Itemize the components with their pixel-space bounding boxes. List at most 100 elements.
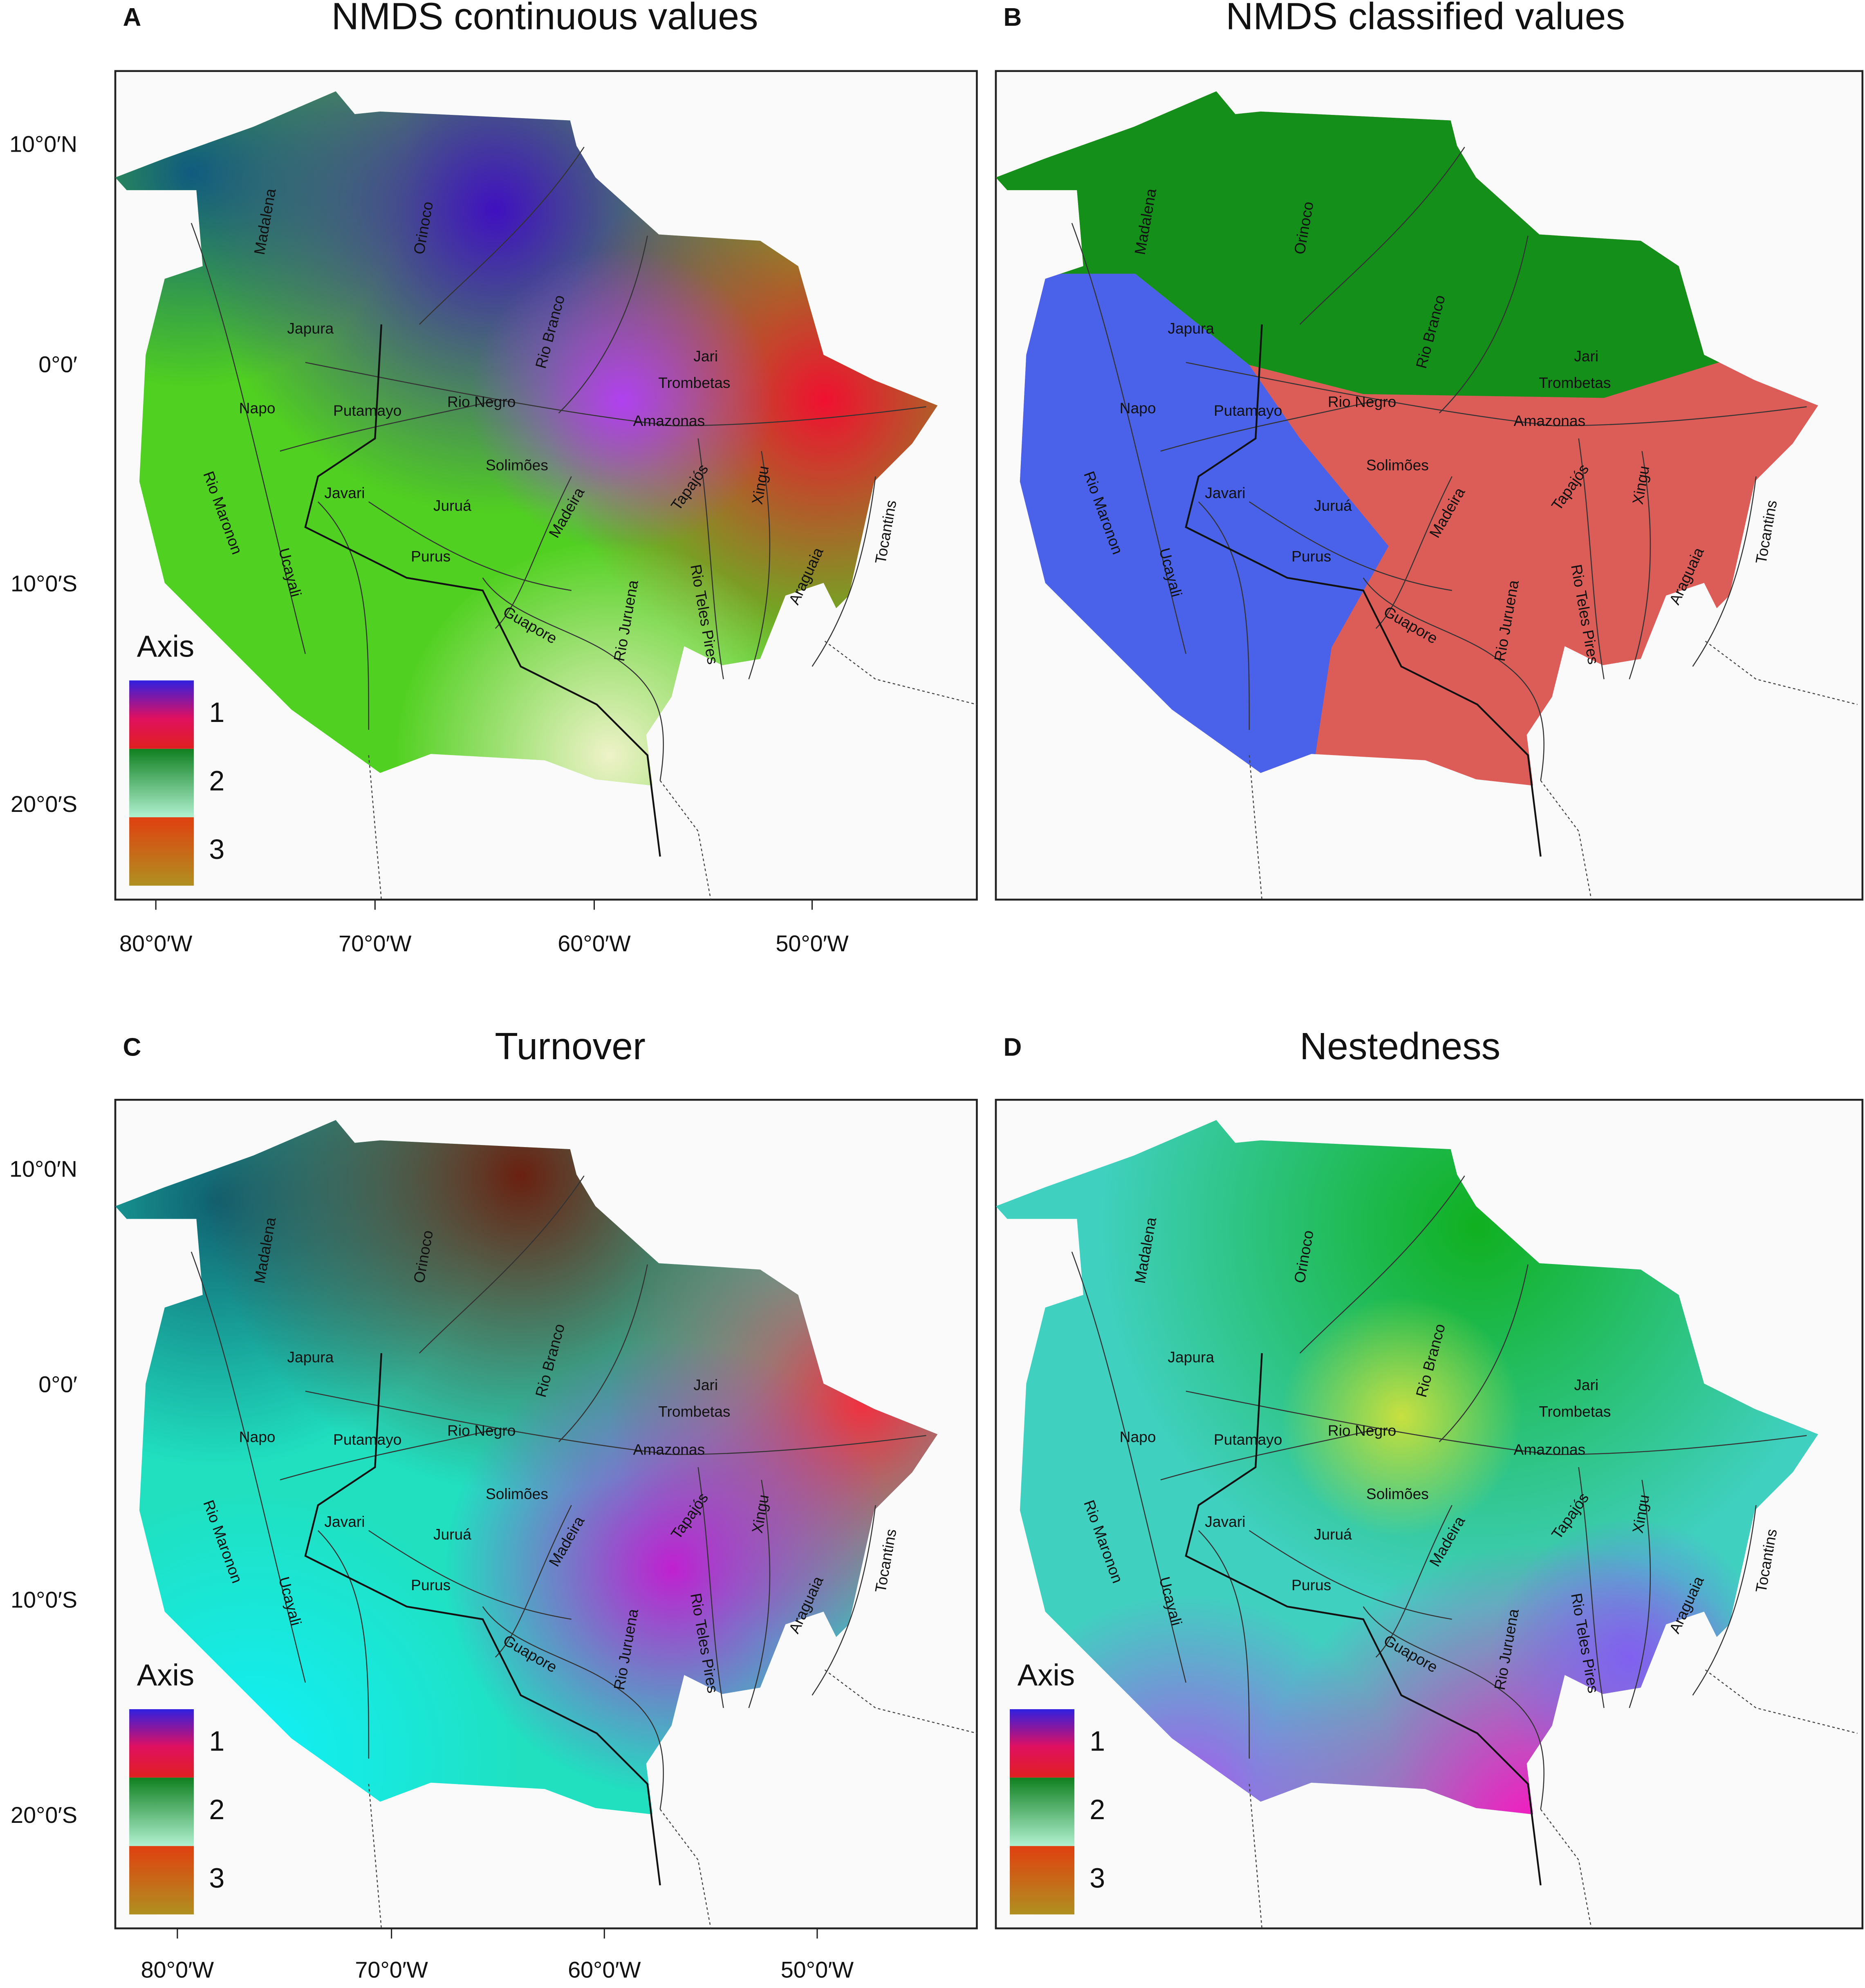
river-label: Juruá	[1314, 1526, 1352, 1543]
river	[1692, 476, 1757, 667]
legend-swatch	[1010, 1777, 1075, 1846]
river	[1160, 400, 1376, 452]
river	[419, 1175, 585, 1354]
river	[811, 476, 876, 667]
river	[1578, 438, 1605, 679]
river-label: Jari	[1574, 347, 1598, 365]
river-label: Javari	[324, 484, 365, 502]
lat-tick-label: 10°0′S	[11, 571, 77, 596]
river	[697, 1467, 724, 1708]
legend-swatch	[129, 1777, 194, 1846]
river-label: Javari	[1205, 484, 1245, 502]
river-label: Rio Negro	[1328, 393, 1396, 410]
river-label: Purus	[411, 1576, 451, 1594]
legend-swatch	[1010, 1846, 1075, 1915]
river-label: Napo	[239, 1428, 276, 1446]
legend-label: 2	[1089, 1794, 1105, 1825]
river	[1439, 235, 1529, 414]
river	[1375, 476, 1453, 629]
river	[1299, 1175, 1465, 1354]
river	[305, 362, 926, 426]
river	[1629, 1479, 1651, 1708]
border	[304, 1353, 661, 1886]
legend-title: Axis	[1018, 1658, 1075, 1692]
river-label: Javari	[324, 1513, 365, 1530]
panel-title: Turnover	[495, 1025, 646, 1067]
legend-swatch	[129, 817, 194, 886]
river	[1629, 451, 1651, 679]
legend-swatch	[129, 1846, 194, 1915]
river	[495, 476, 572, 629]
river-label: Trombetas	[1539, 374, 1611, 391]
legend-label: 1	[209, 697, 224, 728]
river	[318, 1530, 370, 1759]
river	[558, 235, 648, 414]
lon-tick-label: 60°0′W	[558, 931, 631, 956]
river	[419, 147, 585, 325]
lon-tick-label: 60°0′W	[568, 1957, 641, 1982]
legend-label: 3	[209, 1862, 224, 1894]
lon-tick-label: 70°0′W	[355, 1957, 428, 1982]
river	[1198, 501, 1250, 730]
river	[1439, 1264, 1529, 1442]
river-label: Putamayo	[1214, 402, 1282, 419]
river-label: Solimões	[486, 1485, 548, 1502]
river-label: Amazonas	[633, 1441, 705, 1458]
river	[280, 1428, 496, 1481]
river-label: Juruá	[1314, 497, 1352, 514]
river	[558, 1264, 648, 1442]
panel-letter: B	[1004, 3, 1022, 31]
lat-tick-label: 20°0′S	[11, 1802, 77, 1828]
river-label: Trombetas	[658, 374, 730, 391]
river-label: Juruá	[433, 1526, 471, 1543]
lon-tick-label: 70°0′W	[338, 931, 412, 956]
river	[1198, 1530, 1250, 1759]
river	[482, 1606, 664, 1810]
border	[304, 324, 661, 857]
legend-swatch	[1010, 1709, 1075, 1778]
river	[305, 1390, 926, 1455]
border	[1185, 324, 1542, 857]
river	[697, 438, 724, 679]
river-label: Trombetas	[658, 1403, 730, 1420]
river	[1375, 1505, 1453, 1658]
river-label: Amazonas	[1513, 1441, 1585, 1458]
legend-label: 2	[209, 1794, 224, 1825]
river	[495, 1505, 572, 1658]
river	[1363, 1606, 1544, 1810]
panel-letter: A	[123, 3, 141, 31]
lon-tick-label: 50°0′W	[776, 931, 849, 956]
river-label: Japura	[287, 320, 334, 337]
river-label: Jari	[693, 347, 718, 365]
river-label: Japura	[1168, 1348, 1214, 1365]
river-label: Japura	[1168, 320, 1214, 337]
river-label: Japura	[287, 1348, 334, 1365]
panel-letter: D	[1004, 1033, 1022, 1062]
river-label: Putamayo	[1214, 1431, 1282, 1448]
legend-label: 3	[1089, 1862, 1105, 1894]
lat-tick-label: 10°0′N	[9, 131, 77, 157]
legend-title: Axis	[137, 630, 195, 663]
legend-swatch	[129, 749, 194, 818]
border	[368, 1669, 977, 1929]
border	[368, 641, 977, 900]
legend-label: 1	[209, 1726, 224, 1757]
river-label: Rio Negro	[1328, 1422, 1396, 1439]
river-label: Solimões	[486, 457, 548, 474]
river-label: Trombetas	[1539, 1403, 1611, 1420]
river-label: Jari	[693, 1376, 718, 1394]
lat-tick-label: 10°0′N	[9, 1156, 77, 1182]
river	[1578, 1467, 1605, 1708]
panel-letter: C	[123, 1033, 141, 1062]
panel-title: NMDS classified values	[1226, 0, 1625, 37]
legend-label: 3	[209, 834, 224, 865]
river	[1160, 1428, 1376, 1481]
legend-label: 2	[209, 766, 224, 797]
river	[1692, 1505, 1757, 1696]
lat-tick-label: 0°0′	[38, 352, 77, 377]
river-label: Amazonas	[633, 412, 705, 429]
river	[1071, 223, 1187, 654]
